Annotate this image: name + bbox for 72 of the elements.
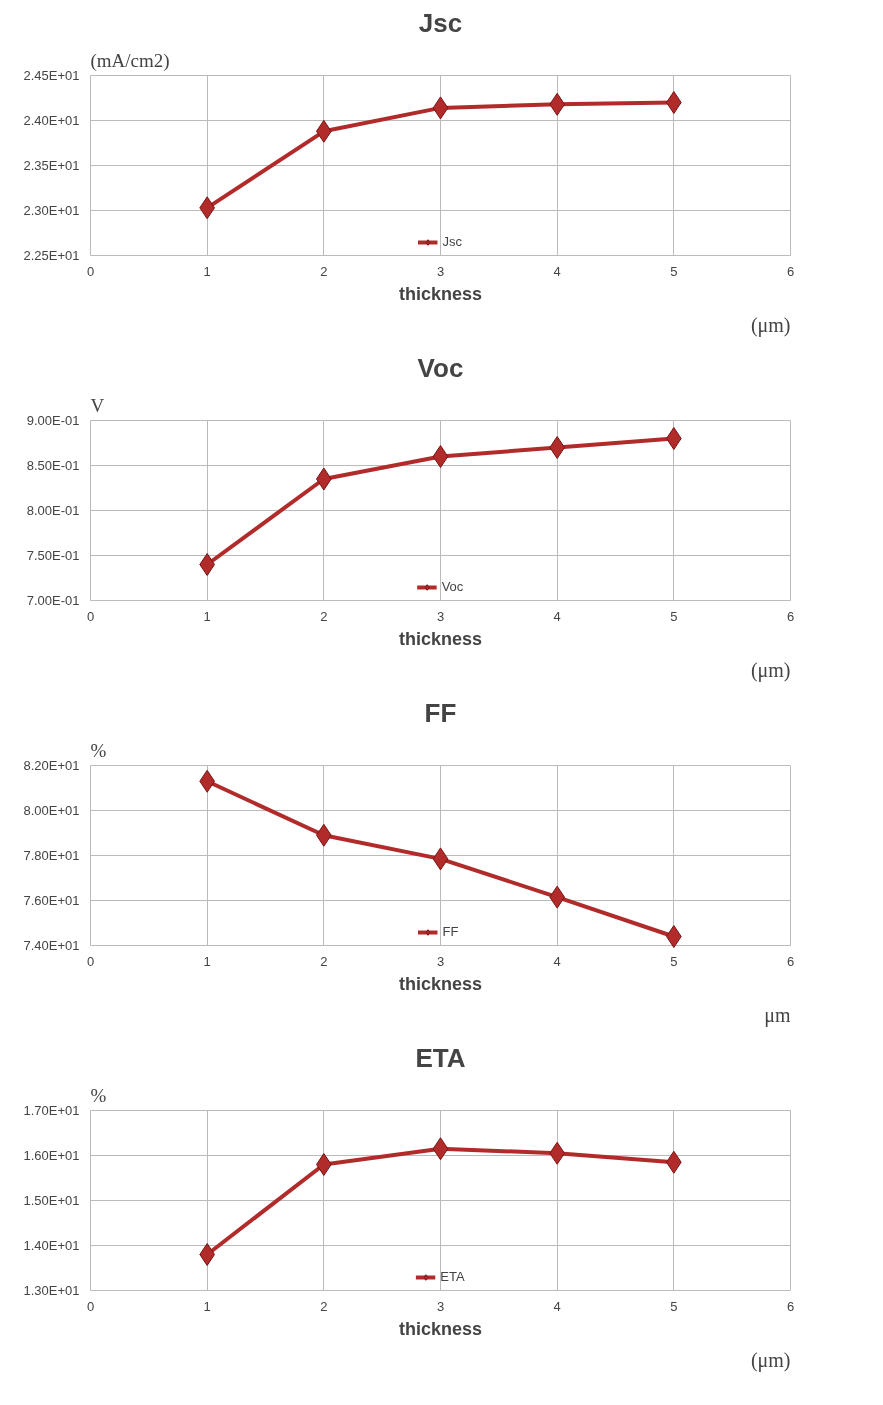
x-tick-label: 4 bbox=[553, 1298, 561, 1314]
x-tick-label: 6 bbox=[786, 608, 795, 624]
text: (μm) bbox=[750, 313, 791, 337]
y-tick-label: 8.50E-01 bbox=[26, 458, 80, 473]
y-tick-label: 7.60E+01 bbox=[23, 893, 80, 908]
point bbox=[432, 847, 449, 871]
x-tick-label: 0 bbox=[86, 608, 95, 624]
legend-label: Voc bbox=[441, 579, 464, 594]
y-tick-label: 8.00E+01 bbox=[23, 803, 80, 818]
x-tick-label: 2 bbox=[320, 608, 328, 624]
x-tick-label: 4 bbox=[553, 608, 561, 624]
x-tick-label: 5 bbox=[670, 953, 678, 969]
y-tick-label: 7.40E+01 bbox=[23, 938, 80, 953]
x-tick-label: 1 bbox=[203, 953, 211, 969]
x-tick-label: 3 bbox=[436, 953, 445, 969]
text: μm bbox=[764, 1003, 791, 1027]
x-tick-label: 1 bbox=[203, 1298, 211, 1314]
y-tick-label: 2.25E+01 bbox=[23, 248, 80, 263]
chart-title: FF bbox=[424, 697, 457, 728]
x-tick-label: 5 bbox=[670, 263, 678, 279]
y-tick-label: 8.20E+01 bbox=[23, 758, 80, 773]
x-tick-label: 4 bbox=[553, 953, 561, 969]
y-axis-title: % bbox=[90, 1084, 107, 1106]
chart-title: ETA bbox=[415, 1042, 466, 1073]
x-axis-title: thickness bbox=[398, 283, 483, 304]
legend-label: FF bbox=[442, 924, 460, 939]
x-tick-label: 4 bbox=[553, 263, 561, 279]
x-axis-title: thickness bbox=[398, 1318, 483, 1339]
y-tick-label: 2.45E+01 bbox=[23, 68, 80, 83]
y-tick-label: 7.50E-01 bbox=[26, 548, 80, 563]
legend-label: ETA bbox=[440, 1269, 465, 1284]
y-axis-title: % bbox=[90, 739, 107, 761]
y-tick-label: 1.60E+01 bbox=[23, 1148, 80, 1163]
text: (μm) bbox=[750, 658, 791, 682]
y-tick-label: 9.00E-01 bbox=[26, 413, 80, 428]
x-tick-label: 5 bbox=[670, 1298, 678, 1314]
y-axis-title: V bbox=[90, 394, 105, 416]
x-tick-label: 1 bbox=[203, 608, 211, 624]
y-tick-label: 2.30E+01 bbox=[23, 203, 80, 218]
x-tick-label: 3 bbox=[436, 263, 445, 279]
x-tick-label: 0 bbox=[86, 953, 95, 969]
y-tick-label: 2.40E+01 bbox=[23, 113, 80, 128]
y-axis-title: (mA/cm2) bbox=[90, 49, 170, 72]
chart-title: Voc bbox=[417, 352, 464, 383]
y-tick-label: 7.80E+01 bbox=[23, 848, 80, 863]
x-tick-label: 2 bbox=[320, 263, 328, 279]
y-tick-label: 1.50E+01 bbox=[23, 1193, 80, 1208]
x-tick-label: 6 bbox=[786, 1298, 795, 1314]
x-tick-label: 6 bbox=[786, 953, 795, 969]
x-tick-label: 3 bbox=[436, 1298, 445, 1314]
x-axis-title: thickness bbox=[398, 628, 483, 649]
x-tick-label: 3 bbox=[436, 608, 445, 624]
y-tick-label: 2.35E+01 bbox=[23, 158, 80, 173]
point bbox=[432, 1137, 449, 1161]
chart-title: Jsc bbox=[418, 7, 463, 38]
text: (μm) bbox=[750, 1348, 791, 1372]
x-axis-title: thickness bbox=[398, 973, 483, 994]
y-tick-label: 1.30E+01 bbox=[23, 1283, 80, 1298]
y-tick-label: 8.00E-01 bbox=[26, 503, 80, 518]
y-tick-label: 1.70E+01 bbox=[23, 1103, 80, 1118]
x-tick-label: 1 bbox=[203, 263, 211, 279]
point bbox=[432, 96, 449, 120]
x-tick-label: 5 bbox=[670, 608, 678, 624]
x-tick-label: 2 bbox=[320, 953, 328, 969]
y-tick-label: 1.40E+01 bbox=[23, 1238, 80, 1253]
x-tick-label: 0 bbox=[86, 1298, 95, 1314]
x-tick-label: 6 bbox=[786, 263, 795, 279]
x-tick-label: 2 bbox=[320, 1298, 328, 1314]
y-tick-label: 7.00E-01 bbox=[26, 593, 80, 608]
point bbox=[432, 445, 449, 468]
legend-label: Jsc bbox=[442, 234, 463, 249]
x-tick-label: 0 bbox=[86, 263, 95, 279]
